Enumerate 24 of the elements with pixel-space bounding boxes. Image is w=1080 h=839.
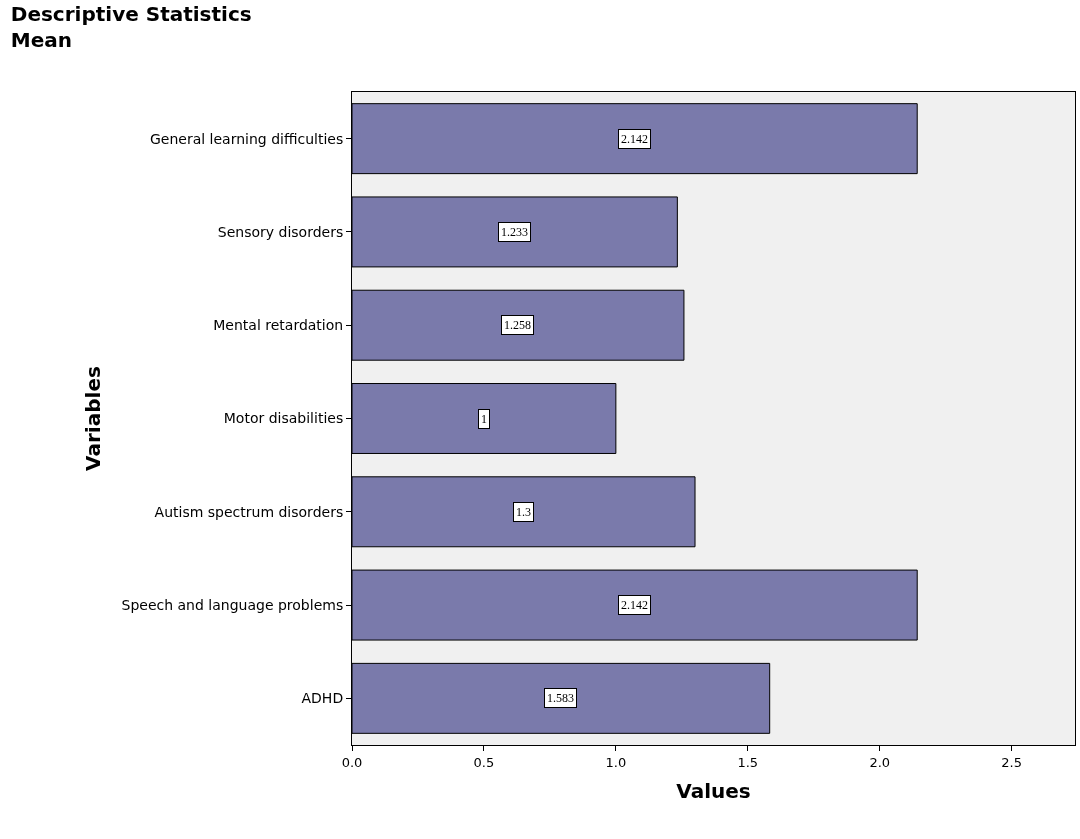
x-tick-label: 0.0 (341, 754, 363, 770)
y-tick-label: Sensory disorders (217, 223, 344, 240)
y-axis-title: Variables (81, 366, 106, 471)
data-label: 1.258 (504, 318, 531, 332)
y-tick-label: General learning difficulties (149, 130, 344, 147)
y-tick-label: Speech and language problems (121, 596, 344, 613)
text: Mean (10, 27, 72, 52)
text: Descriptive Statistics (10, 1, 252, 26)
data-label: 1.3 (516, 505, 531, 519)
data-label: 1 (481, 412, 487, 426)
x-tick-label: 2.5 (1001, 754, 1023, 770)
y-tick-label: Mental retardation (213, 317, 344, 334)
x-tick-label: 2.0 (869, 754, 891, 770)
y-tick-label: ADHD (301, 690, 344, 707)
x-axis-title: Values (676, 779, 751, 804)
x-tick-label: 1.5 (737, 754, 759, 770)
y-tick-label: Motor disabilities (223, 410, 344, 427)
x-tick-label: 0.5 (473, 754, 495, 770)
data-label: 2.142 (621, 598, 648, 612)
data-label: 1.233 (501, 225, 528, 239)
x-tick-label: 1.0 (605, 754, 627, 770)
data-label: 2.142 (621, 132, 648, 146)
y-tick-label: Autism spectrum disorders (154, 503, 344, 520)
data-label: 1.583 (547, 691, 574, 705)
